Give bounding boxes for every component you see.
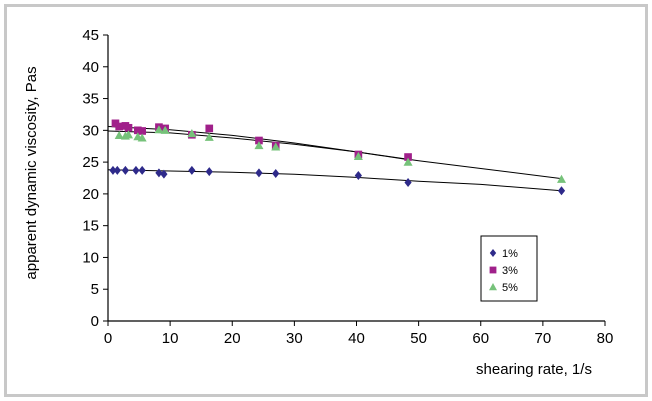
- trend-lines: [107, 126, 562, 192]
- y-tick-label: 20: [82, 186, 99, 203]
- data-point-1%: [155, 168, 163, 178]
- trend-line-1%: [107, 169, 562, 192]
- x-tick-label: 50: [410, 330, 427, 347]
- data-point-5%: [124, 130, 134, 139]
- data-point-1%: [255, 168, 263, 178]
- data-point-1%: [272, 169, 280, 179]
- data-point-5%: [187, 129, 197, 138]
- x-tick-label: 40: [348, 330, 365, 347]
- x-tick-label: 10: [162, 330, 179, 347]
- y-tick-label: 10: [82, 249, 99, 266]
- data-point-5%: [160, 125, 170, 134]
- legend-marker-3%: [489, 266, 497, 274]
- data-point-1%: [113, 165, 121, 175]
- data-point-1%: [205, 167, 213, 177]
- data-point-5%: [271, 142, 281, 151]
- x-tick-label: 60: [472, 330, 489, 347]
- trend-line-5%: [107, 130, 562, 180]
- y-tick-label: 40: [82, 59, 99, 76]
- x-tick-label: 0: [104, 330, 112, 347]
- x-tick-label: 70: [535, 330, 552, 347]
- data-point-1%: [160, 169, 168, 179]
- legend-marker-5%: [489, 283, 497, 291]
- axes: 0 5 10 15 20 25 30 35 40 45 0 10 20 30 40 50 60 70 80: [82, 27, 613, 347]
- x-tick-label: 20: [224, 330, 241, 347]
- data-point-1%: [132, 165, 140, 175]
- data-point-1%: [404, 177, 412, 187]
- data-points: [109, 119, 567, 196]
- data-point-1%: [188, 165, 196, 175]
- data-point-5%: [353, 151, 363, 160]
- data-point-3%: [115, 122, 124, 131]
- x-tick-label: 80: [597, 330, 614, 347]
- legend-marker-1%: [489, 249, 497, 257]
- data-point-1%: [121, 165, 129, 175]
- data-point-5%: [114, 130, 124, 140]
- data-point-3%: [133, 126, 142, 135]
- data-point-3%: [138, 127, 146, 135]
- x-tick-label: 30: [286, 330, 303, 347]
- y-axis-title: apparent dynamic viscosity, Pas: [23, 66, 40, 279]
- legend-label: 3%: [502, 265, 518, 277]
- chart-svg: 0 5 10 15 20 25 30 35 40 45 0 10 20 30 40 50 60 70 80 appa…: [23, 27, 613, 378]
- data-point-5%: [254, 141, 264, 150]
- data-point-5%: [204, 132, 214, 141]
- data-point-1%: [354, 170, 362, 180]
- legend: 1% 3% 5%: [480, 235, 538, 302]
- data-point-1%: [138, 165, 146, 175]
- y-tick-label: 15: [82, 218, 99, 235]
- y-tick-label: 30: [82, 122, 99, 139]
- data-point-3%: [124, 123, 133, 132]
- data-point-5%: [137, 133, 147, 142]
- x-axis-title: shearing rate, 1/s: [476, 361, 592, 378]
- data-point-1%: [109, 165, 117, 175]
- data-point-5%: [557, 174, 567, 183]
- legend-label: 1%: [502, 248, 518, 260]
- y-tick-label: 25: [82, 154, 99, 171]
- legend-label: 5%: [502, 282, 518, 294]
- y-tick-label: 35: [82, 91, 99, 108]
- y-tick-label: 0: [91, 313, 99, 330]
- data-point-3%: [205, 124, 214, 133]
- y-tick-label: 5: [91, 281, 99, 298]
- data-point-1%: [557, 186, 566, 196]
- chart-frame: 0 5 10 15 20 25 30 35 40 45 0 10 20 30 40 50 60 70 80 appa…: [4, 4, 648, 397]
- data-point-5%: [154, 125, 164, 134]
- data-point-3%: [404, 153, 412, 161]
- data-point-5%: [403, 157, 413, 166]
- y-tick-label: 45: [82, 27, 99, 44]
- data-point-3%: [255, 136, 263, 145]
